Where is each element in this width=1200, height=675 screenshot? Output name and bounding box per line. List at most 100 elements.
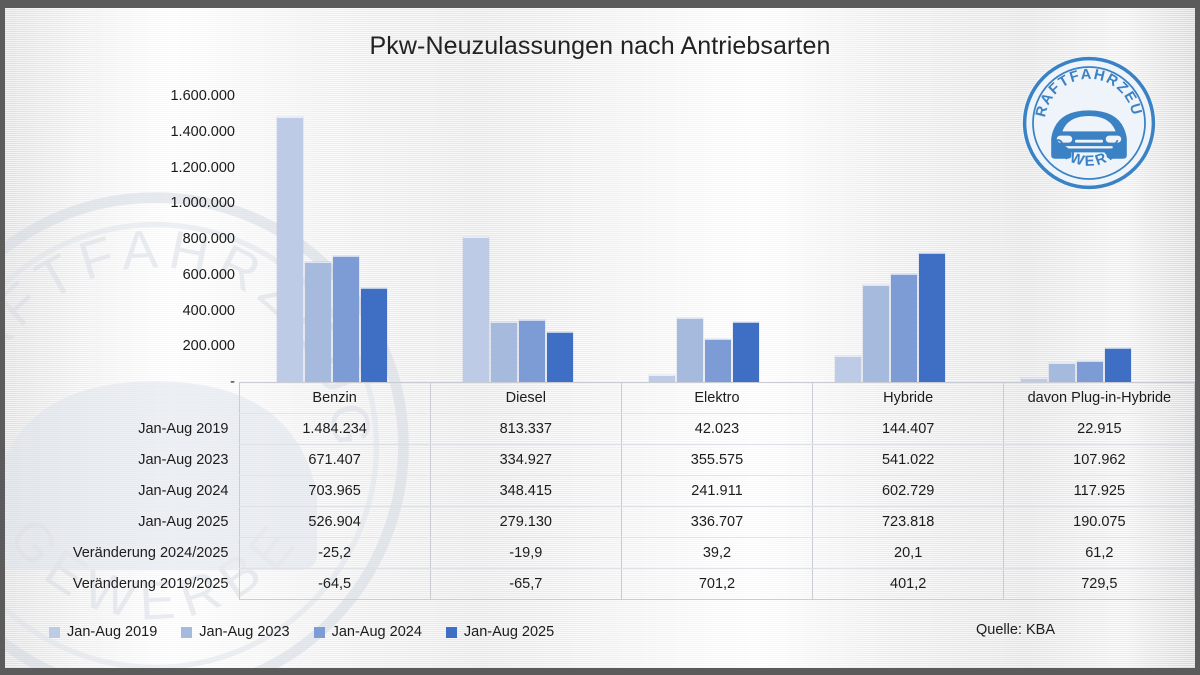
bar-group <box>425 96 611 382</box>
table-row-label: Veränderung 2024/2025 <box>72 545 229 561</box>
table-row-label: Jan-Aug 2025 <box>138 514 229 530</box>
bar <box>519 319 545 382</box>
table-cell: -19,9 <box>429 537 622 569</box>
table-cell: 144.407 <box>812 413 1005 445</box>
y-axis: 1.600.000 1.400.000 1.200.000 1.000.000 800.… <box>117 88 235 390</box>
chart-canvas: KRAFTFAHRZEUG GEWERBE Pkw-Neuzulassungen… <box>5 8 1195 668</box>
bar <box>919 252 945 382</box>
table-row: Veränderung 2024/2025 -25,2 -19,9 39,2 20,1 6… <box>10 537 1195 569</box>
legend-label: Jan-Aug 2024 <box>331 624 422 640</box>
legend-swatch <box>181 626 193 638</box>
table-column-header: Elektro <box>620 382 814 414</box>
bar <box>491 322 517 382</box>
table-row-label: Veränderung 2019/2025 <box>72 576 229 592</box>
table-cell: -64,5 <box>238 568 431 600</box>
bar <box>463 236 489 382</box>
legend-label: Jan-Aug 2019 <box>67 624 158 640</box>
legend-swatch <box>445 626 457 638</box>
y-axis-tick: 1.000.000 <box>170 195 235 212</box>
chart-title: Pkw-Neuzulassungen nach Antriebsarten <box>369 32 831 60</box>
table-cell: 61,2 <box>1003 537 1195 569</box>
source-note: Quelle: KBA <box>976 622 1055 638</box>
bar <box>649 374 675 382</box>
table-header-row: Benzin Diesel Elektro Hybride davon Plug-in-… <box>10 382 1195 414</box>
table-corner-cell <box>10 383 239 414</box>
legend-label: Jan-Aug 2025 <box>463 624 555 640</box>
table-cell: 701,2 <box>620 568 814 600</box>
y-axis-tick: 1.400.000 <box>170 123 235 140</box>
y-axis-tick: 800.000 <box>182 231 235 247</box>
table-row-label: Jan-Aug 2023 <box>138 452 229 468</box>
bar <box>1049 362 1075 382</box>
bar <box>1077 360 1103 382</box>
table-column-header: davon Plug-in-Hybride <box>1003 382 1195 414</box>
y-axis-tick: 1.600.000 <box>170 88 235 104</box>
table-cell: 279.130 <box>429 506 622 538</box>
table-cell: 107.962 <box>1003 444 1195 476</box>
table-row: Veränderung 2019/2025 -64,5 -65,7 701,2 401,… <box>10 568 1195 600</box>
table-cell: 703.965 <box>238 475 431 507</box>
bar <box>891 274 917 382</box>
table-cell: 541.022 <box>812 444 1005 476</box>
legend-label: Jan-Aug 2023 <box>199 624 290 640</box>
table-cell: 117.925 <box>1003 475 1195 507</box>
table-row: Jan-Aug 2024 703.965 348.415 241.911 602.729… <box>10 475 1195 507</box>
table-cell: -65,7 <box>429 568 622 600</box>
table-cell: 401,2 <box>812 568 1005 600</box>
legend-swatch <box>49 626 60 638</box>
table-column-header: Benzin <box>238 382 431 414</box>
table-cell: 20,1 <box>812 537 1005 569</box>
bar <box>277 116 303 382</box>
table-cell: 334.927 <box>429 444 622 476</box>
table-cell: 526.904 <box>238 506 431 538</box>
table-cell: 729,5 <box>1003 568 1195 600</box>
table-row: Jan-Aug 2023 671.407 334.927 355.575 541.022… <box>10 444 1195 476</box>
legend-item[interactable]: Jan-Aug 2025 <box>445 624 555 640</box>
y-axis-tick: 400.000 <box>182 302 235 319</box>
bar <box>863 285 889 382</box>
bar <box>677 318 703 382</box>
data-table-wrapper: Benzin Diesel Elektro Hybride davon Plug-in-… <box>10 382 1195 614</box>
legend-item[interactable]: Jan-Aug 2019 <box>49 624 157 640</box>
chart-legend: Jan-Aug 2019 Jan-Aug 2023 Jan-Aug 2024 Jan-… <box>49 624 554 640</box>
bar-group <box>983 96 1169 382</box>
table-row: Jan-Aug 2025 526.904 279.130 336.707 723.818… <box>10 506 1195 538</box>
table-cell: 671.407 <box>238 444 431 476</box>
table-cell: 355.575 <box>620 444 814 476</box>
y-axis-tick: 200.000 <box>182 338 235 355</box>
bar-group <box>239 96 425 382</box>
bar <box>705 338 731 382</box>
bar <box>835 356 861 382</box>
table-column-header: Diesel <box>429 382 622 414</box>
legend-item[interactable]: Jan-Aug 2024 <box>313 624 422 640</box>
table-column-header: Hybride <box>812 382 1005 414</box>
y-axis-tick: 1.200.000 <box>170 159 235 176</box>
legend-swatch <box>313 626 325 638</box>
table-cell: 42.023 <box>620 413 814 445</box>
kfz-gewerbe-logo: KRAFTFAHRZEUG GEWERBE <box>1012 53 1157 191</box>
table-cell: 22.915 <box>1003 413 1195 445</box>
table-row-label: Jan-Aug 2019 <box>138 421 229 437</box>
legend-item[interactable]: Jan-Aug 2023 <box>181 624 290 640</box>
y-axis-tick: - <box>230 374 235 390</box>
bar-group <box>611 96 797 382</box>
table-row: Jan-Aug 2019 1.484.234 813.337 42.023 144.40… <box>10 413 1195 445</box>
bar-group <box>797 96 983 382</box>
table-cell: 241.911 <box>620 475 814 507</box>
table-cell: 39,2 <box>620 537 814 569</box>
bar <box>733 321 759 382</box>
table-row-label: Jan-Aug 2024 <box>138 483 229 499</box>
data-table: Benzin Diesel Elektro Hybride davon Plug-in-… <box>10 382 1195 600</box>
table-cell: 723.818 <box>812 506 1005 538</box>
table-body: Jan-Aug 2019 1.484.234 813.337 42.023 144.40… <box>10 413 1195 600</box>
table-cell: 336.707 <box>620 506 814 538</box>
bar <box>333 256 359 382</box>
bar <box>361 287 387 382</box>
table-cell: 190.075 <box>1003 506 1195 538</box>
y-axis-tick: 600.000 <box>182 266 235 283</box>
table-cell: -25,2 <box>238 537 431 569</box>
table-cell: 813.337 <box>429 413 622 445</box>
table-cell: 1.484.234 <box>238 413 431 445</box>
bar <box>1105 348 1131 382</box>
